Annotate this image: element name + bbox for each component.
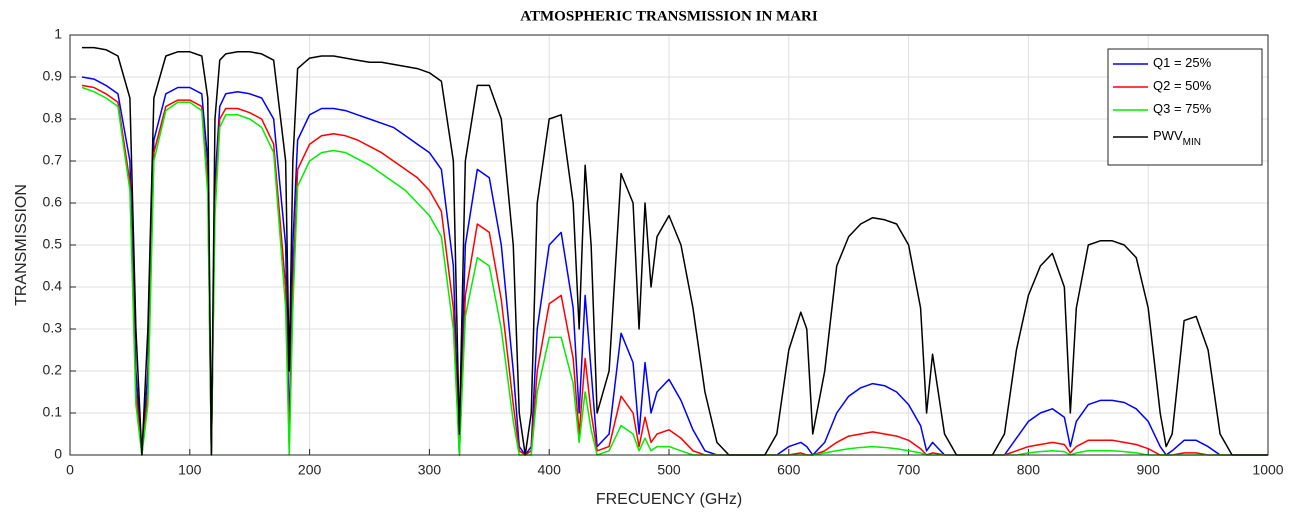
legend-name: Q2 = 50% (1153, 78, 1212, 93)
x-tick-label: 500 (657, 462, 681, 478)
legend-subscript: MIN (1183, 137, 1201, 148)
y-axis-label: TRANSMISSION (13, 184, 30, 306)
x-tick-label: 100 (178, 462, 202, 478)
series-line (81, 76, 1268, 456)
legend-name: PWV (1153, 128, 1183, 143)
series-line (81, 46, 1268, 456)
series-line (81, 84, 1268, 456)
x-axis-label: FRECUENCY (GHz) (596, 491, 742, 508)
y-tick-label: 0.5 (43, 236, 63, 252)
x-tick-label: 0 (66, 462, 74, 478)
series-line (81, 86, 1268, 456)
legend-box (1107, 48, 1263, 166)
y-tick-label: 1 (54, 26, 62, 42)
y-tick-label: 0.4 (43, 278, 63, 294)
x-tick-label: 400 (538, 462, 562, 478)
y-tick-label: 0.9 (43, 68, 63, 84)
y-tick-label: 0.8 (43, 110, 63, 126)
legend-name: Q1 = 25% (1153, 55, 1212, 70)
y-tick-label: 0.1 (43, 404, 63, 420)
y-tick-label: 0.3 (43, 320, 63, 336)
legend-label: Q3 = 75% (1153, 101, 1212, 116)
x-tick-label: 600 (777, 462, 801, 478)
chart-title: ATMOSPHERIC TRANSMISSION IN MARI (520, 8, 818, 24)
y-tick-label: 0.7 (43, 152, 63, 168)
x-tick-label: 800 (1017, 462, 1041, 478)
legend-name: Q3 = 75% (1153, 101, 1212, 116)
legend-label: Q1 = 25% (1153, 55, 1212, 70)
plot-frame (69, 34, 1269, 456)
y-tick-label: 0.6 (43, 194, 63, 210)
x-tick-label: 200 (298, 462, 322, 478)
legend-label: Q2 = 50% (1153, 78, 1212, 93)
x-tick-label: 900 (1137, 462, 1161, 478)
y-tick-label: 0.2 (43, 362, 63, 378)
x-tick-label: 300 (418, 462, 442, 478)
y-tick-label: 0 (54, 446, 62, 462)
legend-label: PWVMIN (1153, 128, 1201, 147)
x-tick-label: 700 (897, 462, 921, 478)
x-tick-label: 1000 (1252, 462, 1283, 478)
